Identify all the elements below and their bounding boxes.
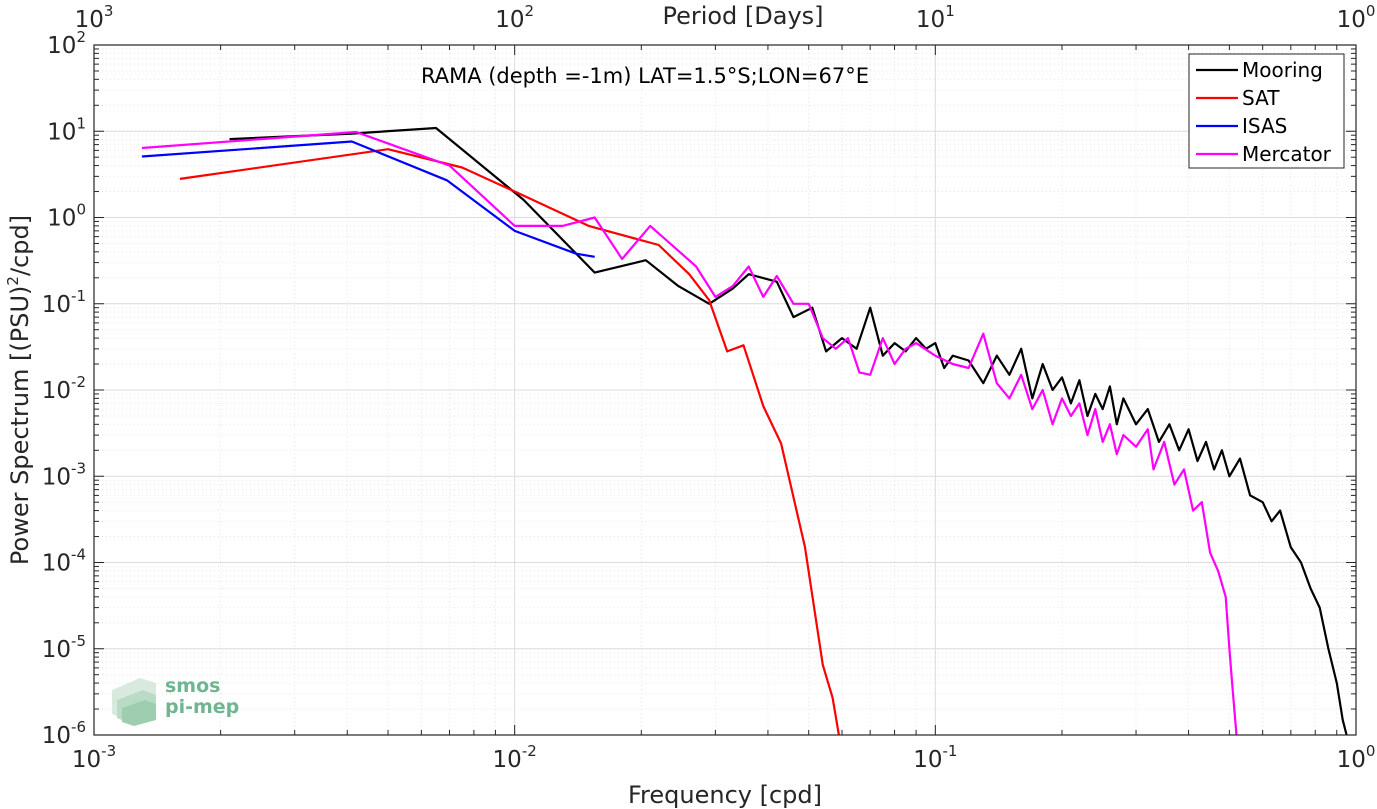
- axis-ticks: [93, 44, 1357, 736]
- y-tick-base: 10: [42, 292, 71, 318]
- x-tick-base: 10: [913, 747, 942, 773]
- y-tick-exponent: -4: [71, 546, 86, 564]
- logo-text-smos: smos: [165, 675, 220, 697]
- legend-label-mooring: Mooring: [1242, 58, 1323, 82]
- x-tick-label: 10-3: [72, 742, 116, 773]
- series-line-mooring: [229, 126, 1348, 735]
- y-tick-base: 10: [42, 723, 71, 749]
- x-axis-label: Frequency [cpd]: [628, 781, 822, 809]
- y-tick-label: 10-3: [42, 459, 86, 490]
- series-line-mercator: [141, 130, 1238, 735]
- y-tick-label: 10-2: [42, 373, 86, 404]
- y-tick-exponent: -1: [71, 287, 86, 305]
- y-tick-exponent: -5: [71, 632, 86, 650]
- y-tick-label: 10-6: [42, 718, 86, 749]
- x-tick-base: 10: [493, 747, 522, 773]
- y-axis-label-sup: 2: [4, 276, 22, 286]
- top-x-tick-base: 10: [75, 7, 104, 33]
- top-x-tick-base: 10: [1337, 7, 1366, 33]
- tick-labels: 10-3 10-2 10-1 10010-610-510-410-310-210-11…: [42, 2, 1376, 773]
- y-tick-exponent: 0: [76, 201, 86, 219]
- series-layer: [141, 126, 1348, 735]
- x-tick-exponent: -1: [942, 742, 957, 760]
- chart-title: RAMA (depth =-1m) LAT=1.5°S;LON=67°E: [421, 64, 869, 88]
- top-x-axis-label: Period [Days]: [662, 2, 823, 30]
- x-tick-exponent: -2: [522, 742, 537, 760]
- y-tick-label: 10-5: [42, 632, 86, 663]
- x-tick-exponent: -3: [101, 742, 116, 760]
- y-tick-exponent: -3: [71, 459, 86, 477]
- legend-label-mercator: Mercator: [1242, 142, 1332, 166]
- top-x-tick-exponent: 2: [525, 2, 535, 20]
- legend-label-isas: ISAS: [1242, 114, 1287, 138]
- y-axis-label: Power Spectrum [(PSU)2/cpd]: [4, 215, 34, 565]
- x-tick-exponent: 0: [1366, 742, 1376, 760]
- y-tick-exponent: -2: [71, 373, 86, 391]
- y-tick-base: 10: [47, 33, 76, 59]
- x-tick-base: 10: [72, 747, 101, 773]
- top-x-tick-label: 102: [495, 2, 534, 33]
- y-axis-label-tail: /cpd]: [6, 215, 34, 276]
- top-x-tick-label: 103: [75, 2, 114, 33]
- y-tick-exponent: -6: [71, 718, 86, 736]
- logo-text-pi-mep: pi-mep: [165, 696, 239, 718]
- x-tick-base: 10: [1337, 747, 1366, 773]
- series-line-isas: [141, 140, 595, 258]
- top-x-tick-exponent: 0: [1366, 2, 1376, 20]
- smos-pi-mep-logo: smos pi-mep: [112, 675, 239, 726]
- legend: Mooring SAT ISAS Mercator: [1188, 53, 1345, 169]
- x-tick-label: 100: [1337, 742, 1376, 773]
- y-tick-label: 10-4: [42, 546, 86, 577]
- top-x-tick-exponent: 1: [945, 2, 955, 20]
- x-tick-label: 10-2: [493, 742, 537, 773]
- y-tick-base: 10: [47, 119, 76, 145]
- y-tick-label: 102: [47, 28, 86, 59]
- legend-label-sat: SAT: [1242, 86, 1280, 110]
- logo-mark: [112, 678, 156, 726]
- legend-box: [1188, 53, 1345, 169]
- y-tick-label: 10-1: [42, 287, 86, 318]
- y-axis-label-main: Power Spectrum [(PSU): [6, 286, 34, 565]
- top-x-tick-base: 10: [916, 7, 945, 33]
- top-x-tick-label: 101: [916, 2, 955, 33]
- top-x-tick-exponent: 3: [104, 2, 114, 20]
- series-line-sat: [179, 148, 840, 735]
- x-tick-label: 10-1: [913, 742, 957, 773]
- top-x-tick-label: 100: [1337, 2, 1376, 33]
- y-tick-base: 10: [42, 464, 71, 490]
- y-tick-label: 100: [47, 201, 86, 232]
- y-tick-exponent: 2: [76, 28, 86, 46]
- top-x-tick-base: 10: [495, 7, 524, 33]
- y-tick-label: 101: [47, 114, 86, 145]
- y-tick-base: 10: [42, 637, 71, 663]
- y-tick-base: 10: [42, 378, 71, 404]
- y-tick-base: 10: [42, 551, 71, 577]
- y-tick-exponent: 1: [76, 114, 86, 132]
- y-tick-base: 10: [47, 206, 76, 232]
